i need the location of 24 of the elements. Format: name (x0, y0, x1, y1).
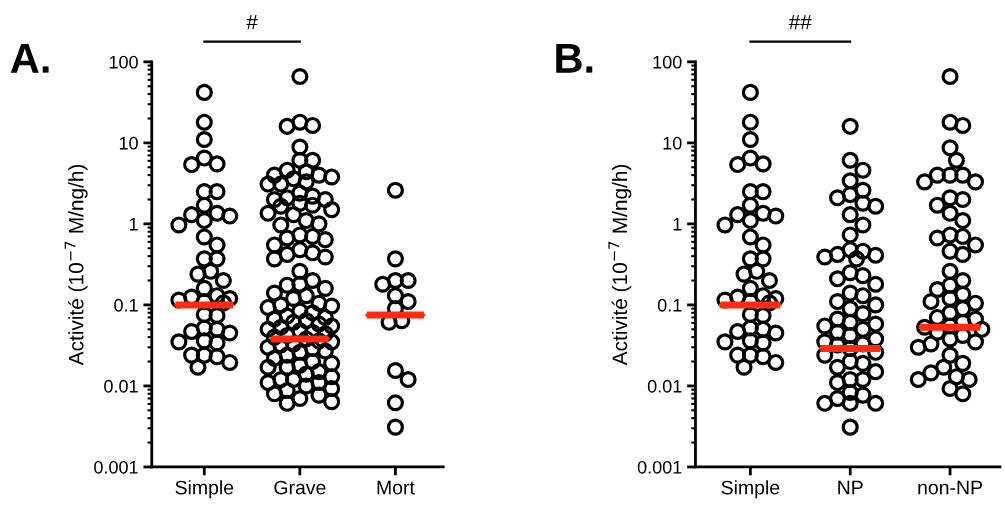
y-tick-label: 0.01 (647, 379, 682, 393)
y-tick-label: 10 (119, 136, 138, 150)
y-axis-title: Activité (10$^{−7}$ M/ng/h) (608, 164, 632, 366)
text: A. (10, 43, 49, 73)
y-tick-label: 0.01 (104, 379, 138, 393)
y-tick-label: 0.1 (657, 298, 682, 312)
y-tick-label: 0.1 (114, 298, 138, 312)
x-tick-label: non-NP (918, 480, 982, 495)
x-tick-label: Simple (721, 480, 780, 499)
y-tick-label: 1 (673, 218, 682, 231)
x-tick-label: NP (838, 480, 863, 495)
text: # (246, 14, 258, 30)
text: ## (788, 14, 812, 30)
y-tick-label: 10 (663, 136, 682, 150)
y-tick-label: 100 (653, 55, 682, 69)
y-tick-label: 1 (129, 218, 138, 231)
x-tick-label: Mort (377, 480, 415, 495)
text: B. (556, 43, 593, 73)
y-axis-title: Activité (10$^{−7}$ M/ng/h) (64, 164, 88, 366)
y-tick-label: 0.001 (94, 460, 138, 474)
x-tick-label: Grave (274, 480, 326, 495)
y-tick-label: 0.001 (637, 460, 682, 474)
y-tick-label: 100 (109, 55, 138, 69)
x-tick-label: Simple (175, 480, 234, 499)
